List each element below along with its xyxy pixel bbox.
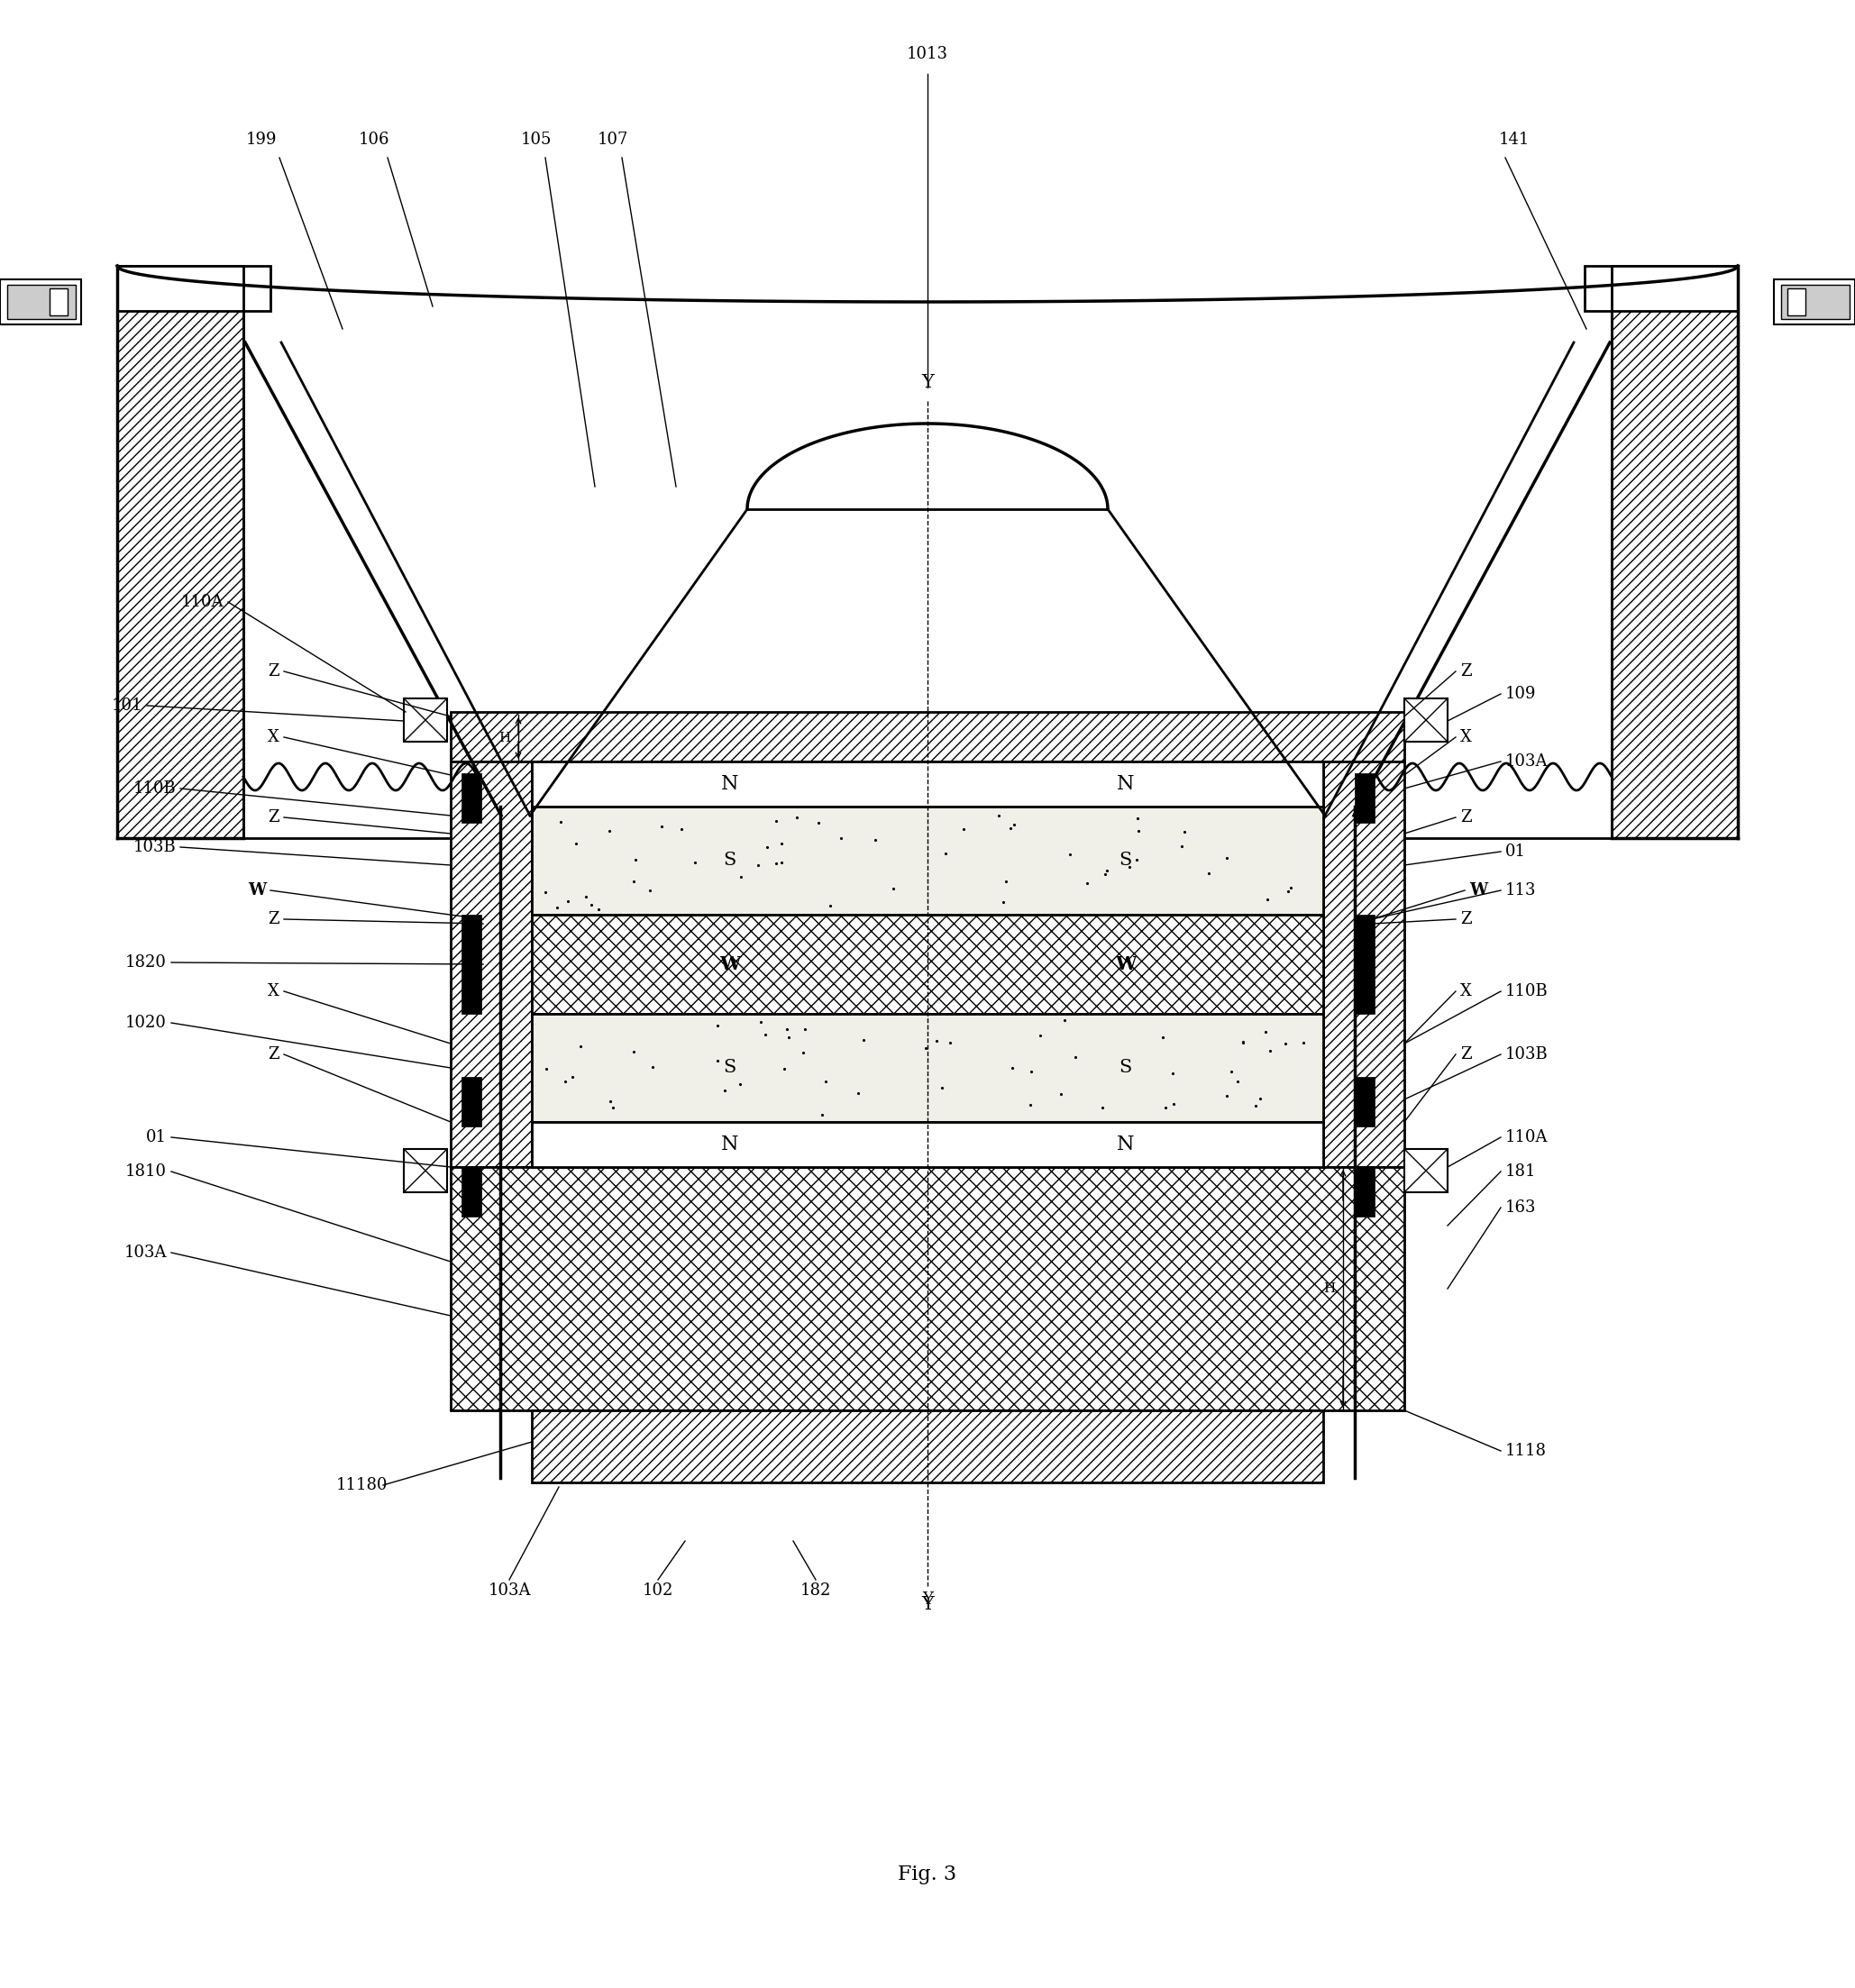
Text: Fig. 3: Fig. 3 [898, 1865, 957, 1885]
Text: S: S [1119, 853, 1132, 869]
Text: S: S [1119, 1060, 1132, 1076]
Text: 101: 101 [111, 698, 143, 714]
Text: N: N [722, 773, 738, 793]
Text: 103A: 103A [124, 1244, 167, 1260]
Text: 113: 113 [1504, 883, 1536, 899]
Text: 110B: 110B [134, 781, 176, 797]
Text: S: S [723, 1060, 736, 1076]
Bar [0, 280, 82, 324]
Text: X: X [267, 730, 280, 746]
Text: N: N [1117, 1135, 1133, 1155]
Text: 105: 105 [521, 131, 551, 147]
Text: Z: Z [267, 1046, 280, 1062]
Bar [451, 712, 1404, 761]
Text: 01: 01 [1504, 843, 1527, 859]
Text: W: W [1469, 883, 1488, 899]
Text: 110A: 110A [1504, 1129, 1549, 1145]
Text: H: H [499, 732, 510, 744]
Bar [451, 761, 532, 1167]
Text: Z: Z [1460, 809, 1471, 825]
Bar [1354, 1167, 1375, 1217]
Text: 1810: 1810 [126, 1163, 167, 1179]
Bar [462, 914, 480, 1014]
Bar [532, 761, 1323, 807]
Text: W: W [1115, 956, 1135, 974]
Text: H: H [1323, 1282, 1336, 1294]
Text: S: S [723, 853, 736, 869]
Text: Y: Y [922, 374, 933, 392]
Text: 103B: 103B [1504, 1046, 1549, 1062]
Bar [462, 1077, 480, 1127]
Bar [404, 1149, 447, 1193]
Text: 181: 181 [1504, 1163, 1536, 1179]
Text: 109: 109 [1504, 686, 1536, 702]
Text: 103A: 103A [1504, 753, 1549, 769]
Text: 1013: 1013 [907, 46, 948, 62]
Bar [7, 284, 76, 318]
Text: 1820: 1820 [126, 954, 167, 970]
Text: 182: 182 [800, 1582, 831, 1598]
Text: Z: Z [267, 911, 280, 926]
Text: N: N [722, 1135, 738, 1155]
Bar [1354, 1077, 1375, 1127]
Polygon shape [117, 266, 271, 310]
Bar [462, 773, 480, 823]
Text: 106: 106 [358, 131, 390, 147]
Bar [532, 1121, 1323, 1167]
Polygon shape [117, 266, 243, 839]
Polygon shape [1612, 266, 1738, 839]
Text: W: W [720, 956, 740, 974]
Bar [462, 1167, 480, 1217]
Text: 01: 01 [147, 1129, 167, 1145]
Text: 102: 102 [642, 1582, 673, 1598]
Bar [1781, 284, 1849, 318]
Text: 103B: 103B [134, 839, 176, 855]
Bar [1788, 288, 1805, 316]
Bar [1323, 761, 1404, 1167]
Bar [1404, 1149, 1447, 1193]
Text: 1020: 1020 [126, 1014, 167, 1032]
Bar [532, 914, 1323, 1014]
Text: Z: Z [1460, 1046, 1471, 1062]
Text: Z: Z [1460, 664, 1471, 680]
Bar [532, 1409, 1323, 1483]
Bar [451, 1167, 1404, 1409]
Text: 199: 199 [247, 131, 276, 147]
Text: 1118: 1118 [1504, 1443, 1547, 1459]
Text: X: X [1460, 730, 1471, 746]
Bar [404, 698, 447, 742]
Text: 103A: 103A [488, 1582, 531, 1598]
Text: N: N [1117, 773, 1133, 793]
Text: 107: 107 [597, 131, 629, 147]
Bar [532, 1014, 1323, 1121]
Text: Y: Y [922, 1596, 933, 1612]
Bar [1354, 914, 1375, 1014]
Bar [50, 288, 67, 316]
Text: 141: 141 [1499, 131, 1530, 147]
Text: Z: Z [267, 809, 280, 825]
Bar [1354, 773, 1375, 823]
Bar [532, 807, 1323, 914]
Text: 110B: 110B [1504, 984, 1549, 1000]
Text: Y: Y [922, 1592, 933, 1608]
Text: Z: Z [267, 664, 280, 680]
Text: W: W [249, 883, 265, 899]
Text: Z: Z [1460, 911, 1471, 926]
Bar [1773, 280, 1855, 324]
Polygon shape [1584, 266, 1738, 310]
Text: 110A: 110A [180, 594, 224, 610]
Bar [1404, 698, 1447, 742]
Text: 11180: 11180 [336, 1477, 388, 1493]
Text: 163: 163 [1504, 1199, 1536, 1217]
Text: X: X [1460, 984, 1471, 1000]
Text: X: X [267, 984, 280, 1000]
